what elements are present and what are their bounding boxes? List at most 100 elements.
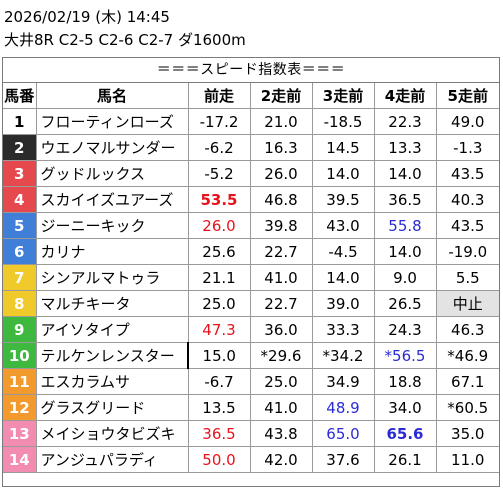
speed-index-cell: -5.2	[187, 160, 251, 187]
table-row: 1 フローティンローズ -17.2 21.0 -18.5 22.3 49.0	[3, 108, 499, 135]
speed-index-cell: 34.0	[373, 394, 437, 421]
table-row: 11 エスカラムサ -6.7 25.0 34.9 18.8 67.1	[3, 368, 499, 395]
speed-index-cell: 40.3	[435, 186, 499, 213]
horse-number-cell: 13	[3, 420, 37, 447]
col-header-4-races-ago: 4走前	[373, 83, 437, 109]
speed-index-cell: 中止	[435, 290, 499, 317]
speed-index-cell: 46.3	[435, 316, 499, 343]
speed-index-cell: 15.0	[187, 342, 251, 369]
speed-index-cell: 41.0	[249, 264, 313, 291]
speed-index-cell: 21.1	[187, 264, 251, 291]
race-header: 2026/02/19 (木) 14:45 大井8R C2-5 C2-6 C2-7…	[4, 6, 500, 52]
table-row: 2 ウエノマルサンダー -6.2 16.3 14.5 13.3 -1.3	[3, 134, 499, 161]
speed-index-cell: 34.9	[311, 368, 375, 395]
table-caption: ＝＝＝スピード指数表＝＝＝	[3, 58, 499, 83]
speed-index-cell: -6.2	[187, 134, 251, 161]
horse-name-cell: グラスグリード	[35, 394, 189, 421]
table-body: 1 フローティンローズ -17.2 21.0 -18.5 22.3 49.0 2 ウエノマルサン…	[3, 108, 499, 473]
speed-index-cell: 48.9	[311, 394, 375, 421]
horse-name-cell: アイソタイプ	[35, 316, 189, 343]
speed-index-cell: 55.8	[373, 212, 437, 239]
horse-number-cell: 6	[3, 238, 37, 265]
speed-index-cell: 18.8	[373, 368, 437, 395]
horse-name-cell: シンアルマトゥラ	[35, 264, 189, 291]
table-row: 3 グッドルックス -5.2 26.0 14.0 14.0 43.5	[3, 160, 499, 187]
horse-name-cell: メイショウタビズキ	[35, 420, 189, 447]
speed-index-cell: 49.0	[435, 108, 499, 135]
speed-index-cell: 36.5	[373, 186, 437, 213]
speed-index-cell: 42.0	[249, 446, 313, 473]
speed-index-cell: 37.6	[311, 446, 375, 473]
col-header-horse-name: 馬名	[35, 83, 189, 109]
horse-name-cell: アンジュパラディ	[35, 446, 189, 473]
table-row: 12 グラスグリード 13.5 41.0 48.9 34.0 *60.5	[3, 394, 499, 421]
speed-index-cell: 26.5	[373, 290, 437, 317]
speed-index-cell: 26.1	[373, 446, 437, 473]
speed-index-cell: -4.5	[311, 238, 375, 265]
table-header-row: 馬番 馬名 前走 2走前 3走前 4走前 5走前	[3, 83, 499, 109]
horse-number-cell: 14	[3, 446, 37, 473]
table-row: 10 テルケンレンスター 15.0 *29.6 *34.2 *56.5 *46.9	[3, 342, 499, 369]
speed-index-cell: *60.5	[435, 394, 499, 421]
col-header-last-race: 前走	[187, 83, 251, 109]
horse-number-cell: 3	[3, 160, 37, 187]
speed-index-cell: *56.5	[373, 342, 437, 369]
horse-number-cell: 5	[3, 212, 37, 239]
table-row: 6 カリナ 25.6 22.7 -4.5 14.0 -19.0	[3, 238, 499, 265]
horse-number-cell: 1	[3, 108, 37, 135]
col-header-2-races-ago: 2走前	[249, 83, 313, 109]
speed-index-cell: -18.5	[311, 108, 375, 135]
speed-index-cell: 21.0	[249, 108, 313, 135]
horse-name-cell: マルチキータ	[35, 290, 189, 317]
speed-index-cell: 39.5	[311, 186, 375, 213]
horse-number-cell: 7	[3, 264, 37, 291]
speed-index-cell: 39.8	[249, 212, 313, 239]
horse-name-cell: ジーニーキック	[35, 212, 189, 239]
horse-number-cell: 4	[3, 186, 37, 213]
speed-index-cell: 14.0	[373, 160, 437, 187]
speed-index-cell: 13.5	[187, 394, 251, 421]
speed-index-cell: 22.7	[249, 238, 313, 265]
horse-name-cell: カリナ	[35, 238, 189, 265]
speed-index-cell: 25.6	[187, 238, 251, 265]
speed-index-cell: 24.3	[373, 316, 437, 343]
horse-number-cell: 12	[3, 394, 37, 421]
speed-index-cell: 43.5	[435, 160, 499, 187]
speed-index-table: 馬番 馬名 前走 2走前 3走前 4走前 5走前 1 フローティンローズ -17.2…	[3, 83, 499, 473]
speed-index-cell: 43.8	[249, 420, 313, 447]
horse-number-cell: 10	[3, 342, 37, 369]
table-row: 13 メイショウタビズキ 36.5 43.8 65.0 65.6 35.0	[3, 420, 499, 447]
speed-index-table-frame: ＝＝＝スピード指数表＝＝＝ 馬番 馬名 前走 2走前 3走前 4走前 5走前 1…	[2, 57, 500, 487]
speed-index-cell: 26.0	[249, 160, 313, 187]
race-info: 大井8R C2-5 C2-6 C2-7 ダ1600m	[4, 31, 246, 49]
speed-index-cell: -1.3	[435, 134, 499, 161]
speed-index-cell: 65.6	[373, 420, 437, 447]
speed-index-cell: 25.0	[249, 368, 313, 395]
speed-index-cell: 26.0	[187, 212, 251, 239]
speed-index-cell: 36.5	[187, 420, 251, 447]
horse-name-cell: グッドルックス	[35, 160, 189, 187]
speed-index-cell: 14.0	[311, 160, 375, 187]
table-row: 9 アイソタイプ 47.3 36.0 33.3 24.3 46.3	[3, 316, 499, 343]
speed-index-cell: *34.2	[311, 342, 375, 369]
table-row: 5 ジーニーキック 26.0 39.8 43.0 55.8 43.5	[3, 212, 499, 239]
speed-index-cell: -17.2	[187, 108, 251, 135]
speed-index-cell: 41.0	[249, 394, 313, 421]
speed-index-cell: 14.0	[311, 264, 375, 291]
table-row: 8 マルチキータ 25.0 22.7 39.0 26.5 中止	[3, 290, 499, 317]
horse-name-cell: テルケンレンスター	[35, 342, 189, 369]
speed-index-cell: 11.0	[435, 446, 499, 473]
speed-index-cell: *46.9	[435, 342, 499, 369]
speed-index-cell: 50.0	[187, 446, 251, 473]
speed-index-cell: 14.5	[311, 134, 375, 161]
race-datetime: 2026/02/19 (木) 14:45	[4, 8, 170, 26]
col-header-number: 馬番	[3, 83, 37, 109]
speed-index-cell: -19.0	[435, 238, 499, 265]
speed-index-cell: 53.5	[187, 186, 251, 213]
speed-index-cell: 5.5	[435, 264, 499, 291]
horse-number-cell: 11	[3, 368, 37, 395]
horse-name-cell: スカイイズユアーズ	[35, 186, 189, 213]
speed-index-cell: *29.6	[249, 342, 313, 369]
speed-index-cell: 9.0	[373, 264, 437, 291]
col-header-3-races-ago: 3走前	[311, 83, 375, 109]
